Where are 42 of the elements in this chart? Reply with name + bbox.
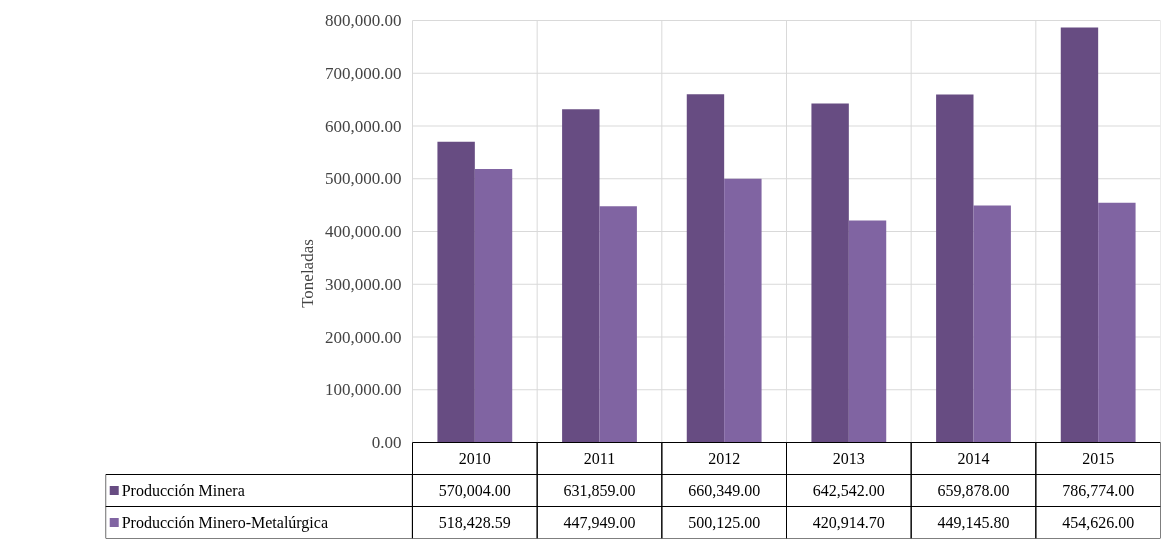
y-tick-label: 600,000.00 xyxy=(325,116,402,136)
data-label: 454,626.00 xyxy=(1062,514,1135,531)
data-label: 420,914.70 xyxy=(812,514,885,531)
data-label: 786,774.00 xyxy=(1062,482,1135,499)
data-label: 500,125.00 xyxy=(688,514,761,531)
y-tick-label: 500,000.00 xyxy=(325,169,402,189)
data-label: 659,878.00 xyxy=(937,482,1010,499)
y-axis-title: Toneladas xyxy=(298,239,317,308)
y-tick-label: 700,000.00 xyxy=(325,63,402,83)
bar xyxy=(936,94,974,443)
y-tick-label: 400,000.00 xyxy=(325,222,402,241)
x-tick-label: 2012 xyxy=(708,450,741,467)
x-tick-label: 2013 xyxy=(832,450,865,467)
data-label: 642,542.00 xyxy=(812,482,885,499)
x-tick-label: 2014 xyxy=(957,450,990,467)
y-tick-label: 0.00 xyxy=(371,433,402,452)
y-tick-label: 100,000.00 xyxy=(325,380,402,400)
data-label: 449,145.80 xyxy=(937,514,1010,531)
y-tick-label: 200,000.00 xyxy=(325,327,402,347)
x-tick-label: 2010 xyxy=(458,450,491,467)
data-label: 518,428.59 xyxy=(438,514,511,531)
bar xyxy=(437,141,475,443)
data-label: 631,859.00 xyxy=(563,482,636,499)
x-tick-label: 2011 xyxy=(583,450,616,467)
bar xyxy=(811,103,849,443)
data-label: 447,949.00 xyxy=(563,514,636,531)
bar xyxy=(474,169,513,443)
bar xyxy=(562,109,600,443)
y-tick-label: 300,000.00 xyxy=(325,274,402,294)
bar xyxy=(599,206,637,443)
bar xyxy=(848,220,887,443)
bar xyxy=(724,178,762,443)
bar xyxy=(686,94,725,443)
bar xyxy=(1098,202,1136,443)
data-label: 570,004.00 xyxy=(438,482,511,499)
bar xyxy=(1060,27,1099,443)
x-tick-label: 2015 xyxy=(1082,450,1115,467)
legend-label: Producción Minero-Metalúrgica xyxy=(121,514,329,532)
legend-label: Producción Minera xyxy=(121,482,245,499)
y-tick-label: 800,000.00 xyxy=(325,11,402,30)
data-label: 660,349.00 xyxy=(688,482,761,499)
bar xyxy=(973,205,1011,443)
